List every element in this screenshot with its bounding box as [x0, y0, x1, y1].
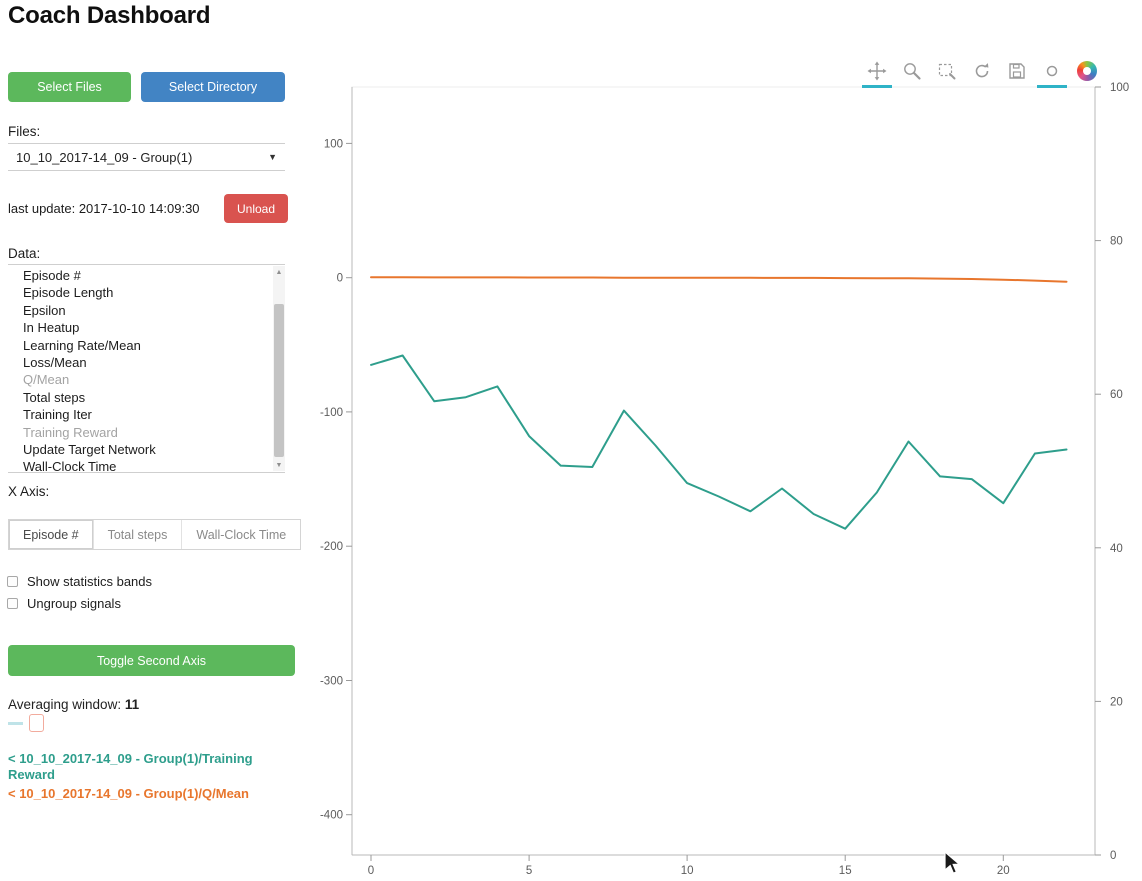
scroll-up-icon[interactable]: ▲: [275, 268, 283, 276]
data-label: Data:: [8, 246, 41, 261]
slider-track[interactable]: [8, 722, 23, 725]
svg-text:10: 10: [681, 865, 694, 877]
checkbox-box[interactable]: [7, 576, 18, 587]
scroll-down-icon[interactable]: ▼: [275, 461, 283, 469]
x-axis-option-wall-clock-time[interactable]: Wall-Clock Time: [182, 520, 301, 549]
checkbox-label: Ungroup signals: [27, 596, 121, 611]
last-update-text: last update: 2017-10-10 14:09:30: [8, 201, 200, 216]
data-signal-list: Episode # Episode Length Epsilon In Heatup L…: [8, 264, 285, 473]
chart-toolbar: [862, 60, 1098, 88]
mouse-cursor: [944, 851, 961, 874]
svg-text:-400: -400: [320, 810, 343, 822]
data-list-item-update-target-network[interactable]: Update Target Network: [23, 441, 156, 457]
data-list-item-loss-mean[interactable]: Loss/Mean: [23, 354, 87, 370]
data-list-item-total-steps[interactable]: Total steps: [23, 389, 86, 405]
ungroup-signals-checkbox[interactable]: Ungroup signals: [7, 596, 121, 611]
toggle-second-axis-button[interactable]: Toggle Second Axis: [8, 645, 295, 676]
legend-item[interactable]: < 10_10_2017-14_09 - Group(1)/Training R…: [8, 751, 253, 782]
select-files-button[interactable]: Select Files: [8, 72, 131, 102]
bokeh-logo: [1077, 61, 1097, 81]
svg-text:100: 100: [1110, 82, 1129, 94]
select-directory-button[interactable]: Select Directory: [141, 72, 285, 102]
reset-tool-icon[interactable]: [971, 60, 993, 82]
pan-tool-icon[interactable]: [862, 60, 892, 88]
data-list-item-wall-clock-time[interactable]: Wall-Clock Time: [23, 459, 117, 473]
chart-legend: < 10_10_2017-14_09 - Group(1)/Training R…: [8, 751, 294, 806]
legend-item[interactable]: < 10_10_2017-14_09 - Group(1)/Q/Mean: [8, 786, 249, 801]
svg-text:-300: -300: [320, 676, 343, 688]
x-axis-button-group: Episode # Total steps Wall-Clock Time: [8, 519, 302, 550]
svg-text:15: 15: [839, 865, 852, 877]
data-list-scrollbar[interactable]: ▲ ▼: [273, 266, 285, 471]
files-dropdown[interactable]: 10_10_2017-14_09 - Group(1) ▼: [8, 143, 285, 171]
data-list-item-epsilon[interactable]: Epsilon: [23, 302, 66, 318]
data-list-item-q-mean[interactable]: Q/Mean: [23, 372, 70, 388]
save-tool-icon[interactable]: [1006, 60, 1028, 82]
svg-text:0: 0: [1110, 850, 1116, 862]
svg-text:20: 20: [997, 865, 1010, 877]
data-list-item-episode[interactable]: Episode #: [23, 268, 81, 283]
chevron-down-icon: ▼: [268, 152, 277, 162]
page-title: Coach Dashboard: [8, 2, 211, 29]
data-list-item-training-reward[interactable]: Training Reward: [23, 424, 118, 440]
averaging-window-value: 11: [124, 697, 140, 712]
svg-text:80: 80: [1110, 236, 1123, 248]
files-dropdown-value: 10_10_2017-14_09 - Group(1): [16, 149, 193, 165]
svg-text:100: 100: [324, 138, 343, 150]
files-label: Files:: [8, 124, 41, 139]
svg-text:-100: -100: [320, 407, 343, 419]
data-list-item-in-heatup[interactable]: In Heatup: [23, 320, 80, 336]
svg-text:5: 5: [526, 865, 532, 877]
box-select-tool-icon[interactable]: [936, 60, 958, 82]
x-axis-option-episode[interactable]: Episode #: [9, 520, 94, 549]
x-axis-label: X Axis:: [8, 484, 50, 499]
averaging-window-label: Averaging window:: [8, 697, 122, 712]
data-list-item-episode-length[interactable]: Episode Length: [23, 285, 114, 301]
data-list-item-learning-rate-mean[interactable]: Learning Rate/Mean: [23, 337, 141, 353]
averaging-window-slider[interactable]: [8, 713, 288, 734]
scrollbar-thumb[interactable]: [274, 304, 284, 457]
svg-text:0: 0: [368, 865, 374, 877]
svg-text:-200: -200: [320, 541, 343, 553]
data-list-item-training-iter[interactable]: Training Iter: [23, 407, 92, 423]
svg-text:40: 40: [1110, 543, 1123, 555]
averaging-window-row: Averaging window: 11: [8, 697, 139, 712]
show-statistics-bands-checkbox[interactable]: Show statistics bands: [7, 574, 152, 589]
checkbox-box[interactable]: [7, 598, 18, 609]
slider-handle[interactable]: [29, 714, 44, 732]
x-axis-option-total-steps[interactable]: Total steps: [93, 520, 183, 549]
hover-tool-icon[interactable]: [1037, 60, 1067, 88]
bokeh-logo-icon[interactable]: [1076, 60, 1098, 82]
chart-plot[interactable]: 100 0 -100 -200 -300 -400 100 80 60 40 20 0 0 5 10 15 20: [300, 55, 1142, 881]
svg-text:60: 60: [1110, 389, 1123, 401]
svg-text:0: 0: [337, 273, 343, 285]
unload-button[interactable]: Unload: [224, 194, 288, 223]
checkbox-label: Show statistics bands: [27, 574, 153, 589]
svg-text:20: 20: [1110, 696, 1123, 708]
box-zoom-tool-icon[interactable]: [901, 60, 923, 82]
